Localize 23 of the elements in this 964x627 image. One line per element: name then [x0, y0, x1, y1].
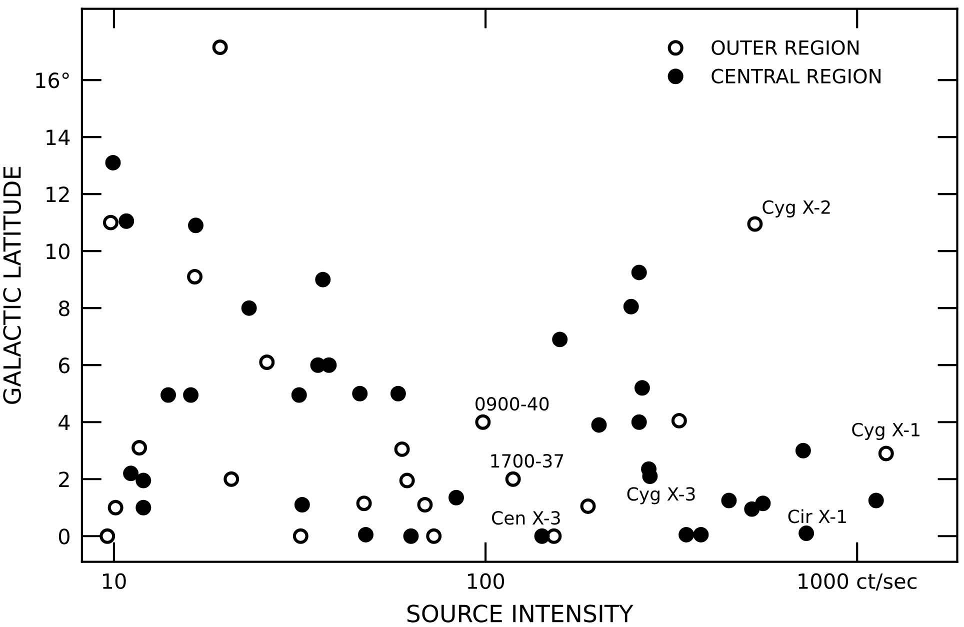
y-tick-label: 16°	[36, 72, 69, 88]
annotation: 0900-40	[476, 397, 549, 411]
y-tick-label: 8	[58, 300, 70, 316]
annotation: Cir X-1	[788, 509, 846, 524]
annotation: Cyg X-2	[762, 200, 830, 218]
annotation: Cyg X-3	[627, 487, 695, 504]
legend-label: CENTRAL REGION	[712, 68, 880, 84]
y-tick-label: 0	[58, 528, 70, 544]
annotation: Cyg X-1	[852, 422, 920, 440]
x-tick-label: 100	[468, 573, 504, 590]
x-axis-title: SOURCE INTENSITY	[407, 604, 634, 622]
x-tick-label: 10	[103, 573, 126, 590]
annotation: Cen X-3	[492, 511, 560, 525]
y-tick-label: 6	[59, 358, 70, 374]
y-tick-label: 2	[59, 472, 69, 488]
y-tick-label: 12	[46, 186, 69, 202]
y-axis-title: GALACTIC LATITUDE	[3, 166, 21, 404]
y-tick-label: 10	[46, 244, 70, 260]
legend-label: OUTER REGION	[712, 40, 859, 55]
y-tick-label: 14	[46, 130, 70, 145]
annotation: 1700-37	[491, 454, 564, 468]
x-tick-label: 1000 ct/sec	[798, 573, 917, 591]
y-tick-label: 4	[58, 414, 70, 430]
